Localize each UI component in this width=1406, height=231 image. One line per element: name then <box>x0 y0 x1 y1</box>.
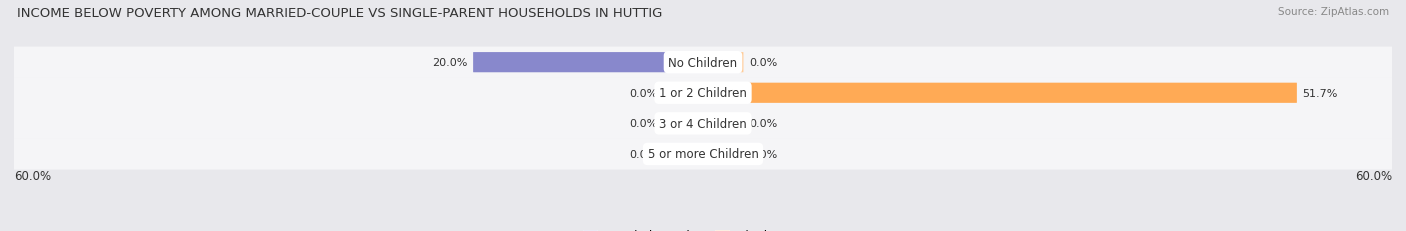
FancyBboxPatch shape <box>474 53 703 73</box>
Text: 20.0%: 20.0% <box>432 58 468 68</box>
Text: 5 or more Children: 5 or more Children <box>648 148 758 161</box>
Text: 3 or 4 Children: 3 or 4 Children <box>659 117 747 130</box>
FancyBboxPatch shape <box>703 144 744 164</box>
Text: 0.0%: 0.0% <box>749 58 778 68</box>
Text: 0.0%: 0.0% <box>628 88 657 98</box>
FancyBboxPatch shape <box>662 114 703 134</box>
FancyBboxPatch shape <box>662 144 703 164</box>
FancyBboxPatch shape <box>703 53 744 73</box>
Text: 51.7%: 51.7% <box>1302 88 1337 98</box>
FancyBboxPatch shape <box>703 114 744 134</box>
Text: INCOME BELOW POVERTY AMONG MARRIED-COUPLE VS SINGLE-PARENT HOUSEHOLDS IN HUTTIG: INCOME BELOW POVERTY AMONG MARRIED-COUPL… <box>17 7 662 20</box>
Text: 1 or 2 Children: 1 or 2 Children <box>659 87 747 100</box>
Legend: Married Couples, Single Parents: Married Couples, Single Parents <box>579 224 827 231</box>
Text: 60.0%: 60.0% <box>1355 170 1392 183</box>
FancyBboxPatch shape <box>1 108 1405 139</box>
FancyBboxPatch shape <box>1 78 1405 109</box>
Text: Source: ZipAtlas.com: Source: ZipAtlas.com <box>1278 7 1389 17</box>
Text: 0.0%: 0.0% <box>628 119 657 129</box>
Text: 60.0%: 60.0% <box>14 170 51 183</box>
FancyBboxPatch shape <box>703 83 1296 103</box>
Text: 0.0%: 0.0% <box>749 149 778 159</box>
Text: 0.0%: 0.0% <box>628 149 657 159</box>
Text: 0.0%: 0.0% <box>749 119 778 129</box>
FancyBboxPatch shape <box>662 83 703 103</box>
FancyBboxPatch shape <box>1 47 1405 79</box>
Text: No Children: No Children <box>668 56 738 69</box>
FancyBboxPatch shape <box>1 139 1405 170</box>
